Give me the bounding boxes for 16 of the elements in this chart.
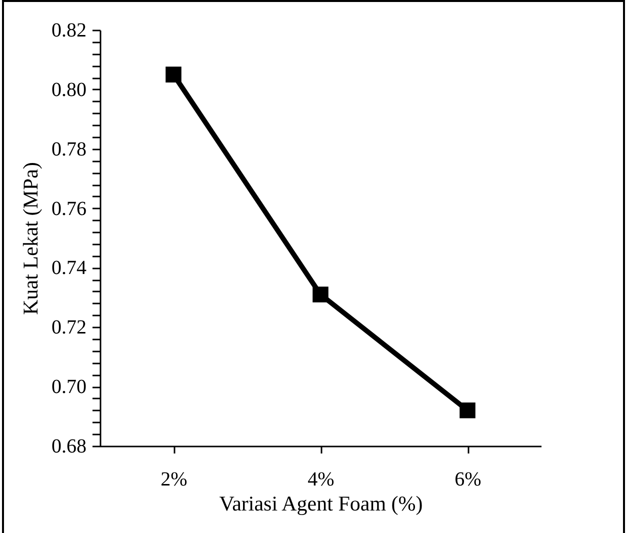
y-tick-label: 0.82 xyxy=(52,20,86,42)
x-tick-label: 6% xyxy=(454,468,482,490)
point xyxy=(460,402,476,418)
y-tick-label: 0.76 xyxy=(52,198,86,220)
point xyxy=(312,286,328,302)
y-axis-title: Kuat Lekat (MPa) xyxy=(18,162,42,315)
y-tick-label: 0.78 xyxy=(52,138,86,160)
x-tick-label: 2% xyxy=(160,468,188,490)
y-tick-label: 0.72 xyxy=(52,316,86,339)
y-tick-label: 0.80 xyxy=(52,78,86,101)
y-tick-label: 0.74 xyxy=(52,257,86,280)
x-tick-label: 4% xyxy=(308,468,334,490)
y-tick-label: 0.70 xyxy=(52,376,86,398)
y-tick-label: 0.68 xyxy=(52,436,86,458)
point xyxy=(166,66,182,82)
x-axis-title: Variasi Agent Foam (%) xyxy=(219,492,423,516)
